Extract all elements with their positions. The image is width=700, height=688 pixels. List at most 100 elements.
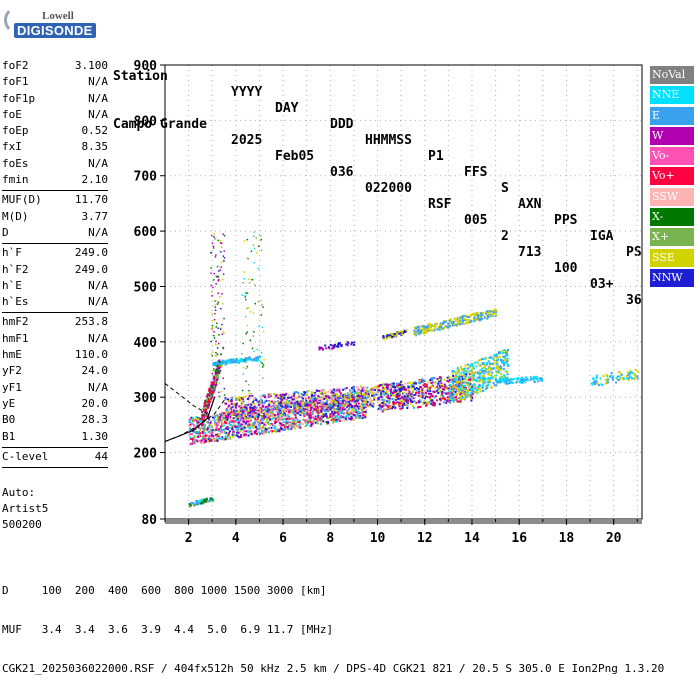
echo-point <box>629 369 632 372</box>
echo-point <box>481 385 484 387</box>
echo-point <box>211 242 214 244</box>
echo-point <box>431 399 434 402</box>
echo-point <box>590 382 593 385</box>
echo-point <box>251 415 254 418</box>
echo-point <box>475 365 478 368</box>
echo-point <box>335 401 338 404</box>
echo-point <box>316 389 319 392</box>
echo-point <box>235 418 238 421</box>
echo-point <box>376 386 379 389</box>
echo-point <box>461 378 464 381</box>
param-row: yF1 N/A <box>2 381 108 397</box>
y-tick-label: 600 <box>134 225 158 240</box>
echo-point <box>488 311 491 314</box>
echo-point <box>485 370 488 373</box>
legend-item: Vo+ <box>650 167 694 186</box>
echo-point <box>424 401 427 404</box>
echo-point <box>320 401 323 403</box>
echo-point <box>218 391 220 394</box>
echo-point <box>356 393 359 396</box>
echo-point <box>214 363 217 366</box>
echo-point <box>385 386 388 389</box>
echo-point <box>446 399 449 402</box>
echo-point <box>247 384 250 386</box>
echo-point <box>347 414 350 417</box>
echo-point <box>359 406 362 409</box>
echo-point <box>504 352 507 355</box>
echo-point <box>485 378 488 381</box>
echo-point <box>235 404 238 407</box>
echo-point <box>274 418 277 421</box>
echo-point <box>488 313 491 316</box>
echo-point <box>307 390 310 392</box>
echo-point <box>469 387 472 390</box>
echo-point <box>503 349 506 351</box>
echo-point <box>455 378 458 381</box>
echo-point <box>329 389 332 391</box>
echo-point <box>425 404 428 407</box>
echo-point <box>295 406 297 409</box>
echo-point <box>429 329 432 332</box>
echo-point <box>484 316 486 319</box>
echo-point <box>248 396 251 399</box>
echo-point <box>476 315 479 318</box>
echo-point <box>255 426 258 429</box>
echo-point <box>321 402 324 405</box>
echo-point <box>239 434 242 437</box>
echo-point <box>218 342 220 345</box>
echo-point <box>358 391 361 394</box>
echo-point <box>280 404 283 407</box>
echo-point <box>381 385 384 388</box>
echo-point <box>191 420 194 423</box>
echo-point <box>349 395 352 398</box>
echo-point <box>361 389 364 392</box>
echo-point <box>508 381 511 384</box>
echo-point <box>254 284 256 286</box>
echo-point <box>246 257 249 260</box>
param-row: h`F 249.0 <box>2 246 108 262</box>
echo-point <box>344 387 347 390</box>
echo-point <box>306 413 309 416</box>
echo-point <box>206 428 209 431</box>
echo-point <box>252 335 255 337</box>
echo-point <box>275 430 278 433</box>
echo-point <box>481 367 484 370</box>
echo-point <box>277 419 280 422</box>
echo-point <box>331 391 334 393</box>
echo-point <box>397 397 400 400</box>
echo-point <box>423 325 426 328</box>
echo-point <box>210 251 213 254</box>
echo-point <box>201 417 204 420</box>
echo-point <box>459 393 462 396</box>
echo-point <box>361 397 364 400</box>
echo-point <box>594 380 597 383</box>
echo-point <box>227 414 230 417</box>
echo-point <box>470 392 473 394</box>
echo-point <box>330 397 333 400</box>
echo-point <box>468 394 471 397</box>
echo-point <box>364 416 367 419</box>
echo-point <box>226 398 229 401</box>
echo-point <box>450 397 452 400</box>
echo-point <box>288 418 291 421</box>
param-value: N/A <box>88 91 108 105</box>
echo-point <box>453 380 456 383</box>
echo-point <box>290 396 293 399</box>
echo-point <box>232 409 235 412</box>
echo-point <box>388 406 390 409</box>
echo-point <box>262 414 265 417</box>
echo-point <box>457 369 460 372</box>
echo-point <box>236 429 239 432</box>
echo-point <box>234 359 236 362</box>
echo-point <box>277 410 280 413</box>
echo-point <box>227 405 230 408</box>
echo-point <box>342 404 345 407</box>
echo-point <box>493 356 496 359</box>
echo-point <box>240 413 243 416</box>
echo-point <box>243 423 246 426</box>
echo-point <box>348 417 351 420</box>
echo-point <box>223 424 226 427</box>
echo-point <box>461 367 463 370</box>
echo-point <box>340 401 343 404</box>
echo-point <box>291 418 294 421</box>
